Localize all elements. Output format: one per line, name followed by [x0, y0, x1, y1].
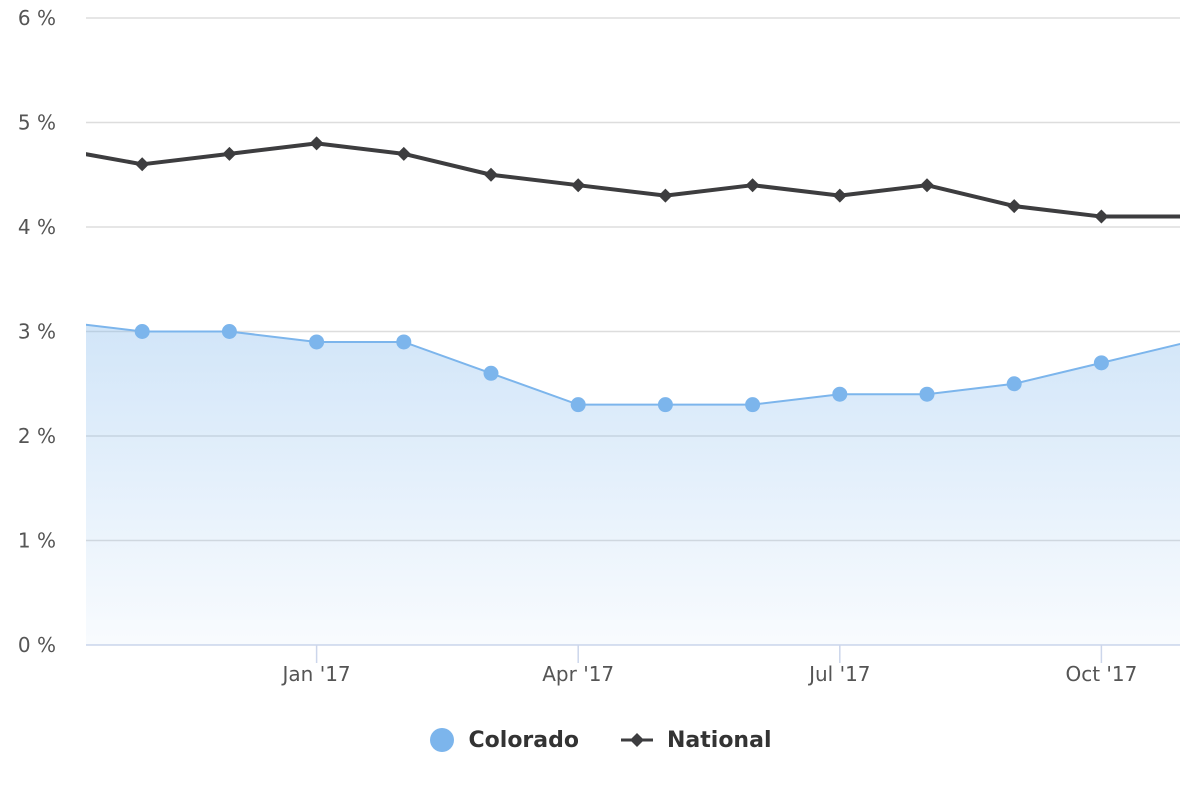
colorado-area — [86, 324, 1180, 645]
colorado-point[interactable] — [483, 365, 499, 381]
national-point[interactable] — [1094, 209, 1109, 224]
national-point[interactable] — [745, 178, 760, 193]
colorado-point[interactable] — [134, 324, 150, 339]
x-tick-label: Jul '17 — [807, 662, 870, 686]
national-line — [86, 141, 1180, 219]
diamond-line-marker-icon — [621, 733, 653, 747]
colorado-line — [86, 323, 1180, 406]
legend: Colorado National — [0, 718, 1200, 762]
national-point[interactable] — [920, 178, 934, 193]
y-tick-label: 3 % — [18, 320, 56, 344]
legend-label-colorado: Colorado — [468, 727, 579, 753]
circle-marker-icon — [429, 728, 454, 752]
colorado-point[interactable] — [745, 397, 761, 413]
colorado-point[interactable] — [832, 386, 848, 402]
legend-label-national: National — [667, 727, 772, 753]
national-point[interactable] — [222, 146, 237, 161]
legend-item-colorado[interactable]: Colorado — [429, 727, 579, 753]
national-point[interactable] — [832, 188, 847, 203]
national-point[interactable] — [1007, 199, 1022, 214]
colorado-point[interactable] — [657, 397, 673, 413]
colorado-point[interactable] — [221, 324, 237, 339]
colorado-point[interactable] — [570, 397, 586, 413]
x-tick-label: Jan '17 — [281, 662, 351, 686]
x-tick-label: Oct '17 — [1065, 662, 1137, 686]
colorado-point[interactable] — [919, 386, 935, 402]
colorado-point[interactable] — [1006, 376, 1022, 392]
x-axis: Jan '17 Apr '17 Jul '17 Oct '17 — [86, 644, 1180, 686]
y-tick-label: 2 % — [18, 424, 56, 448]
national-point[interactable] — [309, 136, 324, 151]
national-point[interactable] — [658, 188, 673, 203]
y-tick-label: 0 % — [18, 633, 56, 657]
national-point[interactable] — [396, 146, 411, 161]
series-layer — [86, 136, 1180, 645]
y-tick-label: 1 % — [18, 529, 56, 553]
y-tick-label: 5 % — [18, 111, 56, 135]
colorado-point[interactable] — [1093, 355, 1109, 371]
x-tick-label: Apr '17 — [542, 662, 614, 686]
y-tick-label: 6 % — [18, 6, 56, 30]
national-point[interactable] — [484, 167, 498, 182]
colorado-point[interactable] — [396, 334, 412, 350]
y-axis-labels: 0 % 1 % 2 % 3 % 4 % 5 % 6 % — [18, 6, 56, 657]
national-point[interactable] — [135, 157, 150, 172]
colorado-point[interactable] — [309, 334, 325, 350]
legend-item-national[interactable]: National — [621, 728, 771, 753]
national-point[interactable] — [571, 178, 586, 193]
y-tick-label: 4 % — [18, 215, 56, 239]
